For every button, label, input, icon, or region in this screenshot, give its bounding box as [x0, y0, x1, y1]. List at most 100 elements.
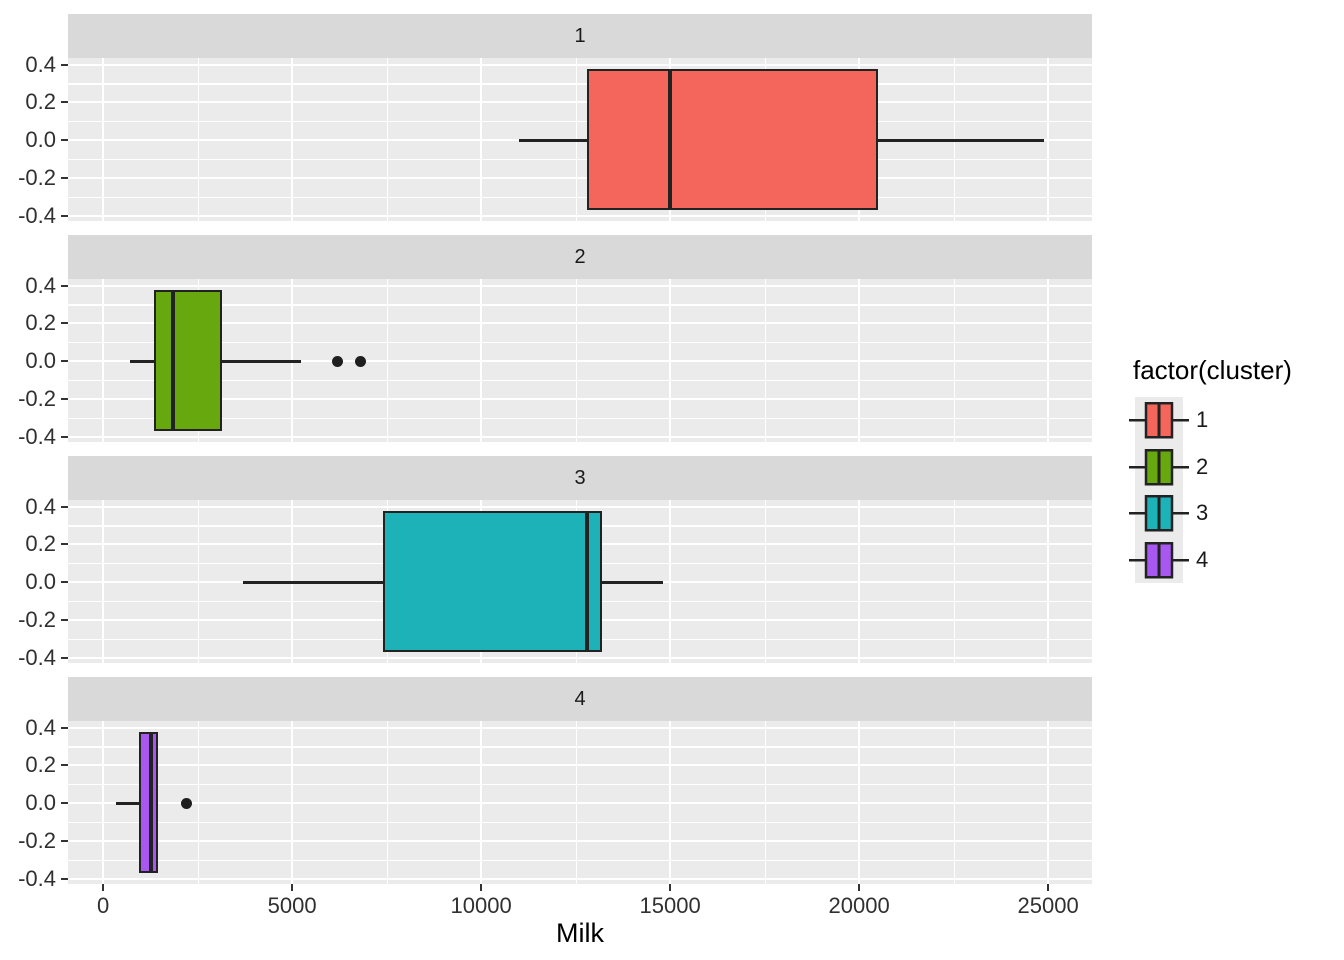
y-axis-tick-mark: [61, 435, 68, 438]
boxplot-median-line: [584, 513, 589, 650]
gridline-major-vertical: [102, 58, 105, 221]
y-axis-tick-label: 0.0: [25, 348, 56, 373]
x-axis-title: Milk: [556, 918, 604, 948]
gridline-major-horizontal: [68, 726, 1092, 729]
facet-strip-label: 3: [574, 466, 586, 489]
gridline-major-vertical: [669, 500, 672, 663]
boxplot-whisker-line: [115, 801, 158, 805]
y-axis-tick-label: -0.2: [18, 164, 56, 190]
gridline-major-horizontal: [68, 877, 1092, 880]
gridline-major-vertical: [102, 279, 105, 442]
gridline-major-horizontal: [68, 63, 1092, 66]
facet-strip-label: 2: [574, 245, 586, 268]
y-axis-tick-mark: [61, 360, 68, 362]
gridline-minor-horizontal: [68, 83, 1092, 85]
gridline-minor-horizontal: [68, 342, 1092, 344]
gridline-major-vertical: [669, 721, 672, 884]
gridline-major-horizontal: [68, 764, 1092, 767]
facet-strip: 3: [68, 456, 1092, 500]
y-axis-tick-mark: [61, 176, 68, 179]
facet-panel: [68, 500, 1092, 663]
gridline-minor-horizontal: [68, 784, 1092, 786]
gridline-major-vertical: [858, 279, 861, 442]
y-axis-tick-label: 0.2: [25, 752, 56, 778]
y-axis-tick-mark: [61, 214, 68, 217]
y-axis-tick-label: -0.2: [18, 606, 56, 632]
x-axis-tick-label: 15000: [639, 893, 701, 918]
gridline-major-vertical: [1047, 721, 1050, 884]
gridline-major-vertical: [480, 279, 483, 442]
boxplot-outlier-point: [332, 355, 343, 367]
x-axis-tick-mark: [480, 884, 483, 891]
y-axis-tick-mark: [61, 397, 68, 400]
y-axis-tick-label: 0.2: [25, 531, 56, 557]
gridline-major-vertical: [291, 721, 294, 884]
gridline-minor-horizontal: [68, 417, 1092, 419]
gridline-major-vertical: [102, 721, 105, 884]
boxplot-outlier-point: [180, 797, 192, 809]
legend-title: factor(cluster): [1133, 355, 1292, 385]
y-axis-tick-label: -0.4: [18, 644, 56, 670]
facet-strip: 2: [68, 235, 1092, 279]
y-axis-tick-label: 0.4: [25, 51, 56, 77]
y-axis-tick-label: -0.4: [18, 423, 56, 449]
gridline-minor-horizontal: [68, 196, 1092, 198]
facet-strip: 1: [68, 14, 1092, 58]
gridline-minor-vertical: [953, 721, 955, 884]
y-axis-tick-label: 0.0: [25, 790, 56, 815]
gridline-minor-horizontal: [68, 121, 1092, 123]
gridline-minor-vertical: [953, 500, 955, 663]
y-axis-tick-label: 0.0: [25, 569, 56, 594]
y-axis-tick-label: -0.2: [18, 827, 56, 853]
boxplot-median-line: [171, 292, 176, 429]
y-axis-tick-mark: [61, 802, 68, 804]
y-axis-tick-label: -0.4: [18, 865, 56, 891]
gridline-major-horizontal: [68, 505, 1092, 508]
y-axis-tick-mark: [61, 877, 68, 880]
gridline-major-vertical: [858, 721, 861, 884]
y-axis-tick-mark: [61, 505, 68, 508]
legend-key: [1129, 397, 1189, 444]
gridline-major-horizontal: [68, 214, 1092, 217]
gridline-minor-horizontal: [68, 859, 1092, 861]
y-axis-tick-mark: [61, 618, 68, 621]
facet-panel: [68, 58, 1092, 221]
x-axis-tick-label: 20000: [828, 893, 890, 918]
y-axis-tick-mark: [61, 63, 68, 66]
gridline-minor-vertical: [764, 279, 766, 442]
facet-panel: [68, 721, 1092, 884]
facet-strip-label: 1: [574, 24, 586, 47]
y-axis-tick-mark: [61, 101, 68, 104]
x-axis-tick-mark: [291, 884, 294, 891]
gridline-minor-vertical: [386, 279, 388, 442]
y-axis-tick-label: 0.4: [25, 714, 56, 740]
x-axis-tick-label: 10000: [450, 893, 512, 918]
gridline-minor-horizontal: [68, 821, 1092, 824]
gridline-minor-vertical: [386, 58, 388, 221]
x-axis-tick-mark: [1047, 884, 1050, 891]
legend-key: [1129, 536, 1189, 583]
gridline-major-vertical: [1047, 279, 1050, 442]
y-axis-tick-label: 0.4: [25, 493, 56, 519]
boxplot-box: [382, 511, 603, 652]
y-axis-tick-mark: [61, 726, 68, 729]
facet-panel: [68, 279, 1092, 442]
gridline-minor-vertical: [197, 58, 199, 221]
legend-item-label: 4: [1196, 546, 1209, 572]
gridline-minor-vertical: [764, 500, 766, 663]
gridline-minor-horizontal: [68, 746, 1092, 748]
gridline-major-horizontal: [68, 802, 1092, 805]
x-axis-tick-mark: [669, 884, 672, 891]
y-axis-tick-label: -0.2: [18, 385, 56, 411]
legend-item-label: 1: [1196, 407, 1209, 433]
y-axis-tick-label: 0.2: [25, 310, 56, 336]
legend-item-label: 2: [1196, 453, 1209, 479]
facet-strip-label: 4: [574, 687, 586, 710]
legend-key: [1129, 490, 1189, 537]
x-axis-tick-label: 25000: [1017, 893, 1079, 918]
facet-strip: 4: [68, 677, 1092, 721]
y-axis-tick-label: 0.2: [25, 89, 56, 115]
gridline-major-vertical: [1047, 58, 1050, 221]
y-axis-tick-mark: [61, 764, 68, 767]
